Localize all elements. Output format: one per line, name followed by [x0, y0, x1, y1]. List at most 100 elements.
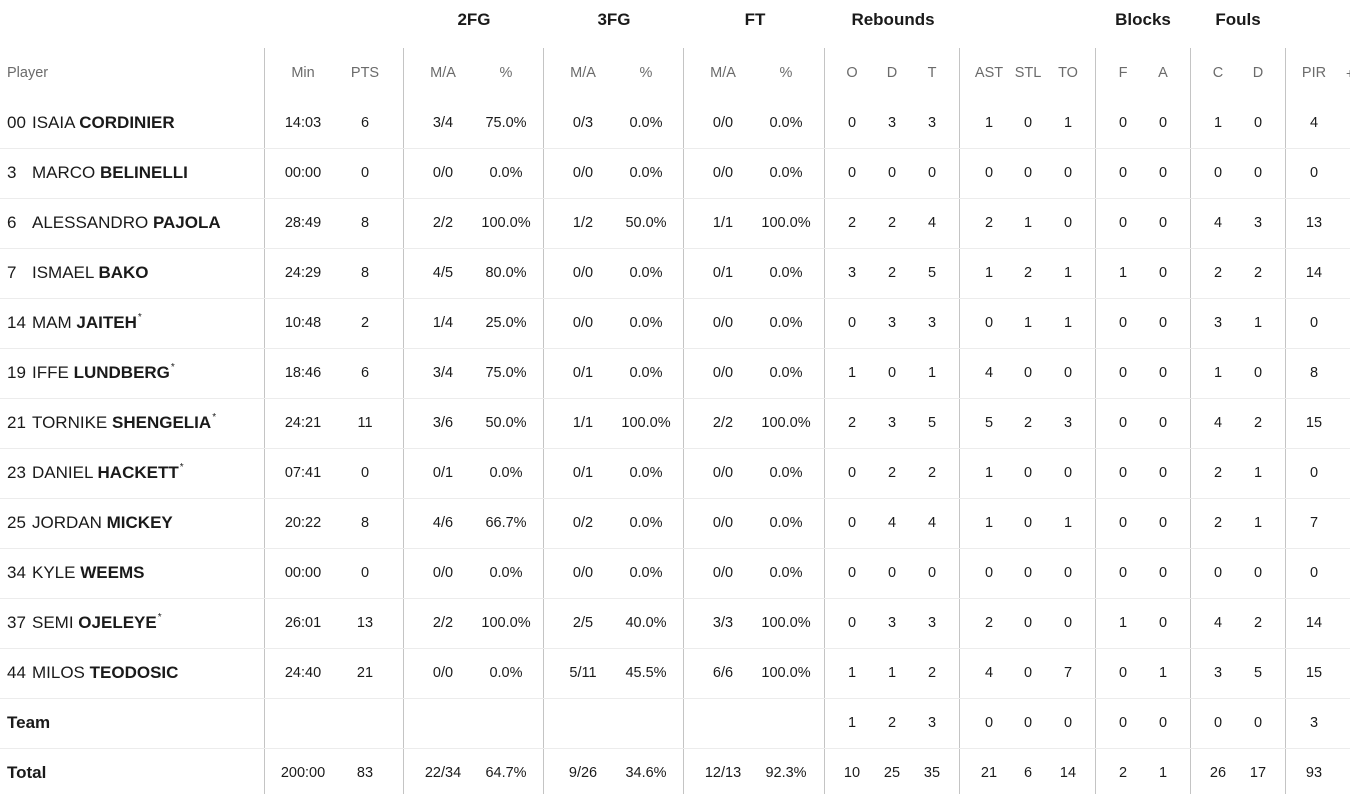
stat-cell: 0 [1023, 165, 1033, 181]
stat-cell: 21 [980, 765, 998, 781]
player-first-name: MILOS [32, 663, 85, 682]
player-first-name: TORNIKE [32, 413, 108, 432]
player-row[interactable]: 3 MARCO BELINELLI 00:00 0 0/0 0.0% 0/0 0.0% 0/0 0… [0, 148, 1350, 199]
stat-cell: 6 [1023, 765, 1033, 781]
column-header[interactable]: F [1118, 65, 1128, 81]
stat-cell: 0.0% [489, 565, 523, 581]
player-name[interactable]: 3 MARCO BELINELLI [7, 148, 189, 198]
stat-cell: 24:21 [284, 415, 322, 431]
column-header[interactable]: O [846, 65, 858, 81]
starter-marker: * [212, 412, 217, 423]
group-header-ft: FT [744, 10, 766, 29]
player-name[interactable]: 21 TORNIKE SHENGELIA* [7, 398, 216, 448]
player-row[interactable]: 23 DANIEL HACKETT* 07:41 0 0/1 0.0% 0/1 0.0% 0/0… [0, 448, 1350, 499]
stat-cell: 100.0% [621, 415, 671, 431]
stat-cell: 3 [1063, 415, 1073, 431]
column-header[interactable]: TO [1058, 65, 1078, 81]
column-header[interactable]: A [1158, 65, 1168, 81]
column-divider [1285, 48, 1286, 794]
stat-cell: 11 [357, 415, 373, 431]
column-header[interactable]: T [927, 65, 937, 81]
stat-cell: 3/3 [712, 615, 734, 631]
stat-cell: 6 [360, 115, 370, 131]
stat-cell: 1 [984, 115, 994, 131]
player-name[interactable]: 23 DANIEL HACKETT* [7, 448, 184, 498]
stat-cell: 0/3 [572, 115, 594, 131]
player-row[interactable]: 7 ISMAEL BAKO 24:29 8 4/5 80.0% 0/0 0.0% 0/1 0.0%… [0, 248, 1350, 299]
player-row[interactable]: 44 MILOS TEODOSIC 24:40 21 0/0 0.0% 5/11 45.5% 6… [0, 648, 1350, 699]
player-name[interactable]: 37 SEMI OJELEYE* [7, 598, 162, 648]
column-header[interactable]: % [499, 65, 513, 81]
player-first-name: JORDAN [32, 513, 102, 532]
stat-cell: 0 [847, 165, 857, 181]
player-first-name: KYLE [32, 563, 76, 582]
group-header-fouls: Fouls [1215, 10, 1261, 29]
stat-cell: 1 [1063, 515, 1073, 531]
stat-cell: 0 [927, 565, 937, 581]
stat-cell: 0 [1309, 565, 1319, 581]
stat-cell: 2 [887, 265, 897, 281]
player-row[interactable]: 19 IFFE LUNDBERG* 18:46 6 3/4 75.0% 0/1 0.0% 0/0… [0, 348, 1350, 399]
player-name[interactable]: 00 ISAIA CORDINIER [7, 98, 176, 148]
player-last-name: OJELEYE [78, 613, 157, 632]
stat-cell: 92.3% [765, 765, 807, 781]
player-name[interactable]: 25 JORDAN MICKEY [7, 498, 174, 548]
stat-cell: 35 [923, 765, 941, 781]
stat-cell: 00:00 [284, 565, 322, 581]
stat-cell: 0 [1309, 165, 1319, 181]
stat-cell: 14 [1305, 265, 1323, 281]
column-header[interactable]: % [779, 65, 793, 81]
column-header[interactable]: M/A [570, 65, 596, 81]
stat-cell: 100.0% [481, 215, 531, 231]
player-row[interactable]: 6 ALESSANDRO PAJOLA 28:49 8 2/2 100.0% 1/2 50.0… [0, 198, 1350, 249]
column-header[interactable]: PTS [350, 65, 380, 81]
column-header[interactable]: M/A [430, 65, 456, 81]
column-header[interactable]: D [1252, 65, 1264, 81]
stat-cell: 13 [1305, 215, 1323, 231]
stat-cell: 5/11 [569, 665, 597, 681]
stat-cell: 22/34 [424, 765, 462, 781]
column-header[interactable]: PIR [1301, 65, 1327, 81]
player-name[interactable]: 44 MILOS TEODOSIC [7, 648, 179, 698]
column-header[interactable]: D [886, 65, 898, 81]
player-name[interactable]: 14 MAM JAITEH* [7, 298, 142, 348]
player-row[interactable]: 00 ISAIA CORDINIER 14:03 6 3/4 75.0% 0/3 0.0% 0/… [0, 98, 1350, 149]
player-name[interactable]: 19 IFFE LUNDBERG* [7, 348, 175, 398]
player-row[interactable]: 14 MAM JAITEH* 10:48 2 1/4 25.0% 0/0 0.0% 0/0 0.0… [0, 298, 1350, 349]
stat-cell: 24:29 [284, 265, 322, 281]
player-row[interactable]: 37 SEMI OJELEYE* 26:01 13 2/2 100.0% 2/5 40.0% 3… [0, 598, 1350, 649]
player-row[interactable]: 21 TORNIKE SHENGELIA* 24:21 11 3/6 50.0% 1/1 10… [0, 398, 1350, 449]
player-name[interactable]: 6 ALESSANDRO PAJOLA [7, 198, 222, 248]
stat-cell: 1 [1253, 515, 1263, 531]
stat-cell: 0 [1213, 165, 1223, 181]
stat-cell: 2 [887, 215, 897, 231]
stat-cell: 3 [887, 615, 897, 631]
player-row[interactable]: 34 KYLE WEEMS 00:00 0 0/0 0.0% 0/0 0.0% 0/0 0.0% 0… [0, 548, 1350, 599]
column-header[interactable]: STL [1014, 65, 1042, 81]
player-row[interactable]: 25 JORDAN MICKEY 20:22 8 4/6 66.7% 0/2 0.0% 0/0 0… [0, 498, 1350, 549]
more-columns-button[interactable]: + [1346, 48, 1350, 98]
stat-cell: 0.0% [769, 565, 803, 581]
stat-cell: 1 [847, 715, 857, 731]
column-header[interactable]: Min [291, 65, 315, 81]
column-header[interactable]: C [1212, 65, 1224, 81]
stat-cell: 1 [1063, 315, 1073, 331]
column-divider [683, 48, 684, 794]
stat-cell: 0 [1118, 215, 1128, 231]
column-header[interactable]: M/A [710, 65, 736, 81]
stat-cell: 3 [1253, 215, 1263, 231]
stat-cell: 0 [1023, 665, 1033, 681]
player-name[interactable]: 7 ISMAEL BAKO [7, 248, 150, 298]
stat-cell: 2 [1253, 265, 1263, 281]
column-header[interactable]: % [639, 65, 653, 81]
player-first-name: MARCO [32, 163, 96, 182]
column-header[interactable]: AST [974, 65, 1004, 81]
stat-cell: 0 [1063, 715, 1073, 731]
stat-cell: 1 [847, 365, 857, 381]
stat-cell: 28:49 [284, 215, 322, 231]
stat-cell: 4 [1213, 415, 1223, 431]
stat-cell: 4/6 [432, 515, 454, 531]
player-name[interactable]: 34 KYLE WEEMS [7, 548, 145, 598]
stat-cell: 0 [1213, 565, 1223, 581]
stat-cell: 0 [984, 565, 994, 581]
